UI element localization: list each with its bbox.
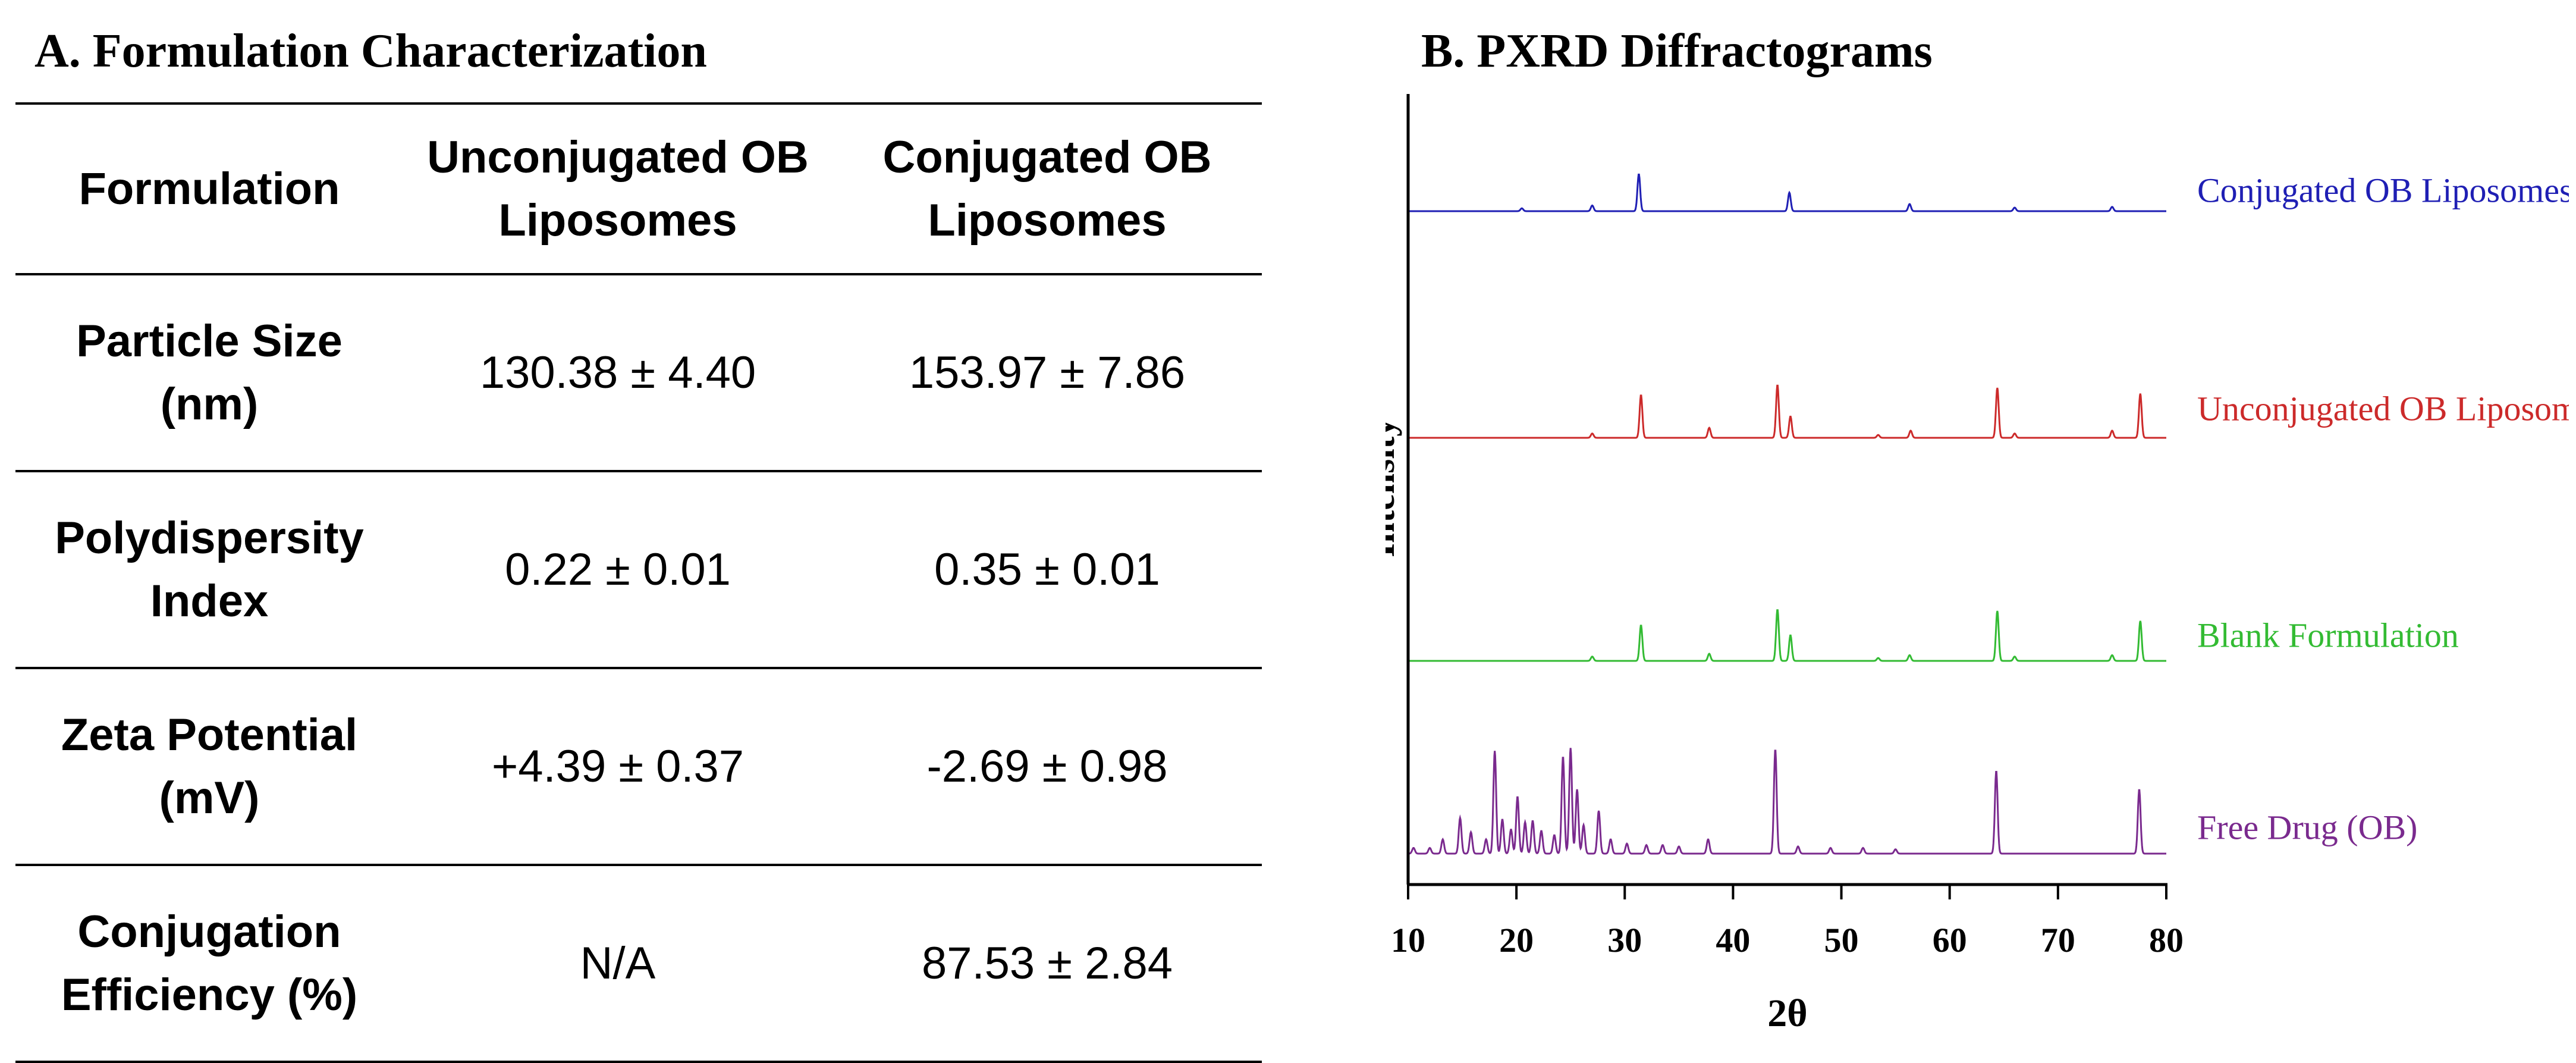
table-header-formulation: Formulation <box>15 102 403 274</box>
x-tick-label-60: 60 <box>1933 921 1967 959</box>
table-row: Polydispersity Index 0.22 ± 0.01 0.35 ± … <box>15 470 1262 668</box>
table-cell: N/A <box>403 864 833 1063</box>
x-tick-label-80: 80 <box>2149 921 2184 959</box>
series-label-free-drug-ob: Free Drug (OB) <box>2197 808 2417 846</box>
table-row: Particle Size (nm) 130.38 ± 4.40 153.97 … <box>15 273 1262 471</box>
trace-unconjugated-ob-liposomes <box>1408 384 2166 439</box>
x-axis-label: 2θ <box>1767 992 1807 1035</box>
formulation-characterization-table: Formulation Unconjugated OB Liposomes Co… <box>15 102 1262 1063</box>
pxrd-chart: Conjugated OB Liposomes Unconjugated OB L… <box>1386 94 2569 1035</box>
table-cell: -2.69 ± 0.98 <box>833 667 1262 865</box>
series-labels: Conjugated OB Liposomes Unconjugated OB L… <box>2197 171 2569 846</box>
row-label-polydispersity: Polydispersity Index <box>15 470 403 668</box>
table-header-unconjugated: Unconjugated OB Liposomes <box>403 102 833 274</box>
table-cell: 130.38 ± 4.40 <box>403 273 833 471</box>
x-tick-label-20: 20 <box>1499 921 1534 959</box>
table-row: Conjugation Efficiency (%) N/A 87.53 ± 2… <box>15 864 1262 1063</box>
x-axis-ticks: 10 20 30 40 50 60 70 80 <box>1391 885 2184 959</box>
series-label-unconjugated-ob-liposomes: Unconjugated OB Liposomes <box>2197 389 2569 428</box>
row-label-zeta-potential: Zeta Potential (mV) <box>15 667 403 865</box>
table-cell: 153.97 ± 7.86 <box>833 273 1262 471</box>
trace-blank-formulation <box>1408 609 2166 662</box>
x-tick-label-40: 40 <box>1716 921 1750 959</box>
panel-b-title: B. PXRD Diffractograms <box>1421 25 1933 77</box>
trace-free-drug-ob <box>1408 748 2166 855</box>
panel-a-title: A. Formulation Characterization <box>34 25 707 77</box>
y-axis-label: Intensity <box>1386 418 1402 557</box>
x-tick-label-30: 30 <box>1607 921 1642 959</box>
table-cell: 87.53 ± 2.84 <box>833 864 1262 1063</box>
x-tick-label-10: 10 <box>1391 921 1425 959</box>
table-row: Zeta Potential (mV) +4.39 ± 0.37 -2.69 ±… <box>15 667 1262 865</box>
table-header-conjugated: Conjugated OB Liposomes <box>833 102 1262 274</box>
x-tick-label-70: 70 <box>2041 921 2075 959</box>
series-label-blank-formulation: Blank Formulation <box>2197 616 2459 654</box>
x-tick-label-50: 50 <box>1824 921 1859 959</box>
pxrd-traces <box>1408 173 2166 855</box>
table-cell: 0.35 ± 0.01 <box>833 470 1262 668</box>
row-label-conjugation-efficiency: Conjugation Efficiency (%) <box>15 864 403 1063</box>
trace-conjugated-ob-liposomes <box>1408 173 2166 212</box>
table-cell: +4.39 ± 0.37 <box>403 667 833 865</box>
table-header-row: Formulation Unconjugated OB Liposomes Co… <box>15 102 1262 274</box>
series-label-conjugated-ob-liposomes: Conjugated OB Liposomes <box>2197 171 2569 209</box>
table-cell: 0.22 ± 0.01 <box>403 470 833 668</box>
row-label-particle-size: Particle Size (nm) <box>15 273 403 471</box>
